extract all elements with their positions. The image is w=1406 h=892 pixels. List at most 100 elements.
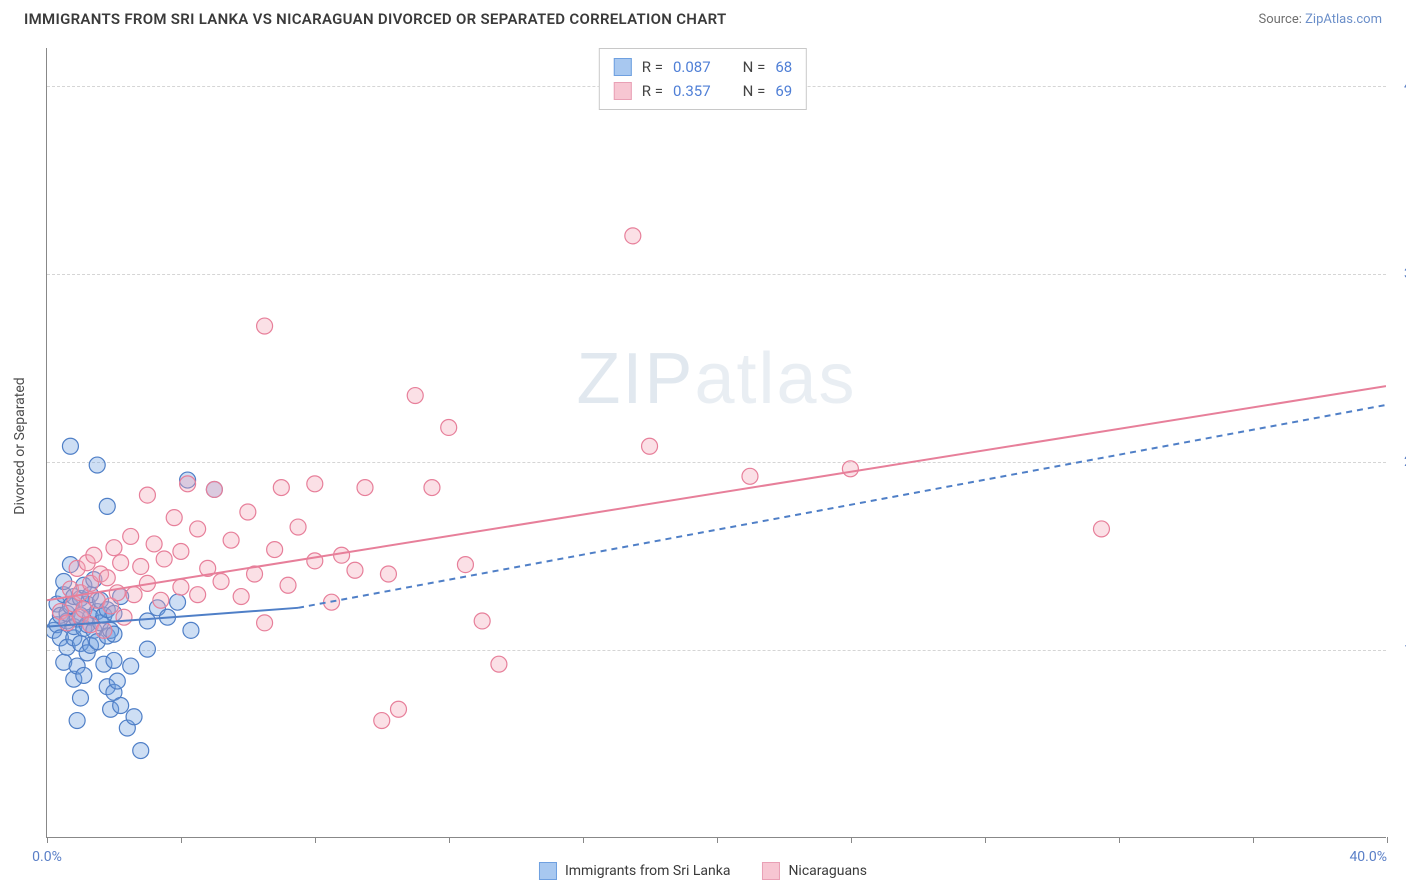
- data-point: [307, 476, 323, 492]
- data-point: [123, 658, 139, 674]
- source-prefix: Source:: [1258, 12, 1305, 27]
- data-point: [173, 579, 189, 595]
- data-point: [76, 602, 92, 618]
- data-point: [390, 701, 406, 717]
- data-point: [72, 690, 88, 706]
- data-point: [380, 566, 396, 582]
- data-point: [273, 480, 289, 496]
- data-point: [126, 709, 142, 725]
- data-point: [206, 481, 222, 497]
- n-value: 68: [775, 55, 792, 79]
- data-point: [1093, 521, 1109, 537]
- title-bar: IMMIGRANTS FROM SRI LANKA VS NICARAGUAN …: [0, 0, 1406, 34]
- data-point: [99, 498, 115, 514]
- data-point: [99, 570, 115, 586]
- data-point: [166, 510, 182, 526]
- bottom-legend: Immigrants from Sri Lanka Nicaraguans: [539, 862, 867, 880]
- data-point: [156, 551, 172, 567]
- data-point: [357, 480, 373, 496]
- n-label: N =: [743, 79, 766, 103]
- data-point: [106, 652, 122, 668]
- data-point: [62, 438, 78, 454]
- data-point: [109, 673, 125, 689]
- y-axis-label: Divorced or Separated: [12, 377, 28, 514]
- data-point: [69, 713, 85, 729]
- source-link[interactable]: ZipAtlas.com: [1305, 12, 1382, 27]
- x-tick-mark: [181, 837, 182, 843]
- data-point: [424, 480, 440, 496]
- data-point: [233, 589, 249, 605]
- r-label: R =: [642, 79, 663, 103]
- data-point: [126, 587, 142, 603]
- r-label: R =: [642, 55, 663, 79]
- data-point: [842, 461, 858, 477]
- data-point: [116, 609, 132, 625]
- data-point: [642, 438, 658, 454]
- n-value: 69: [775, 79, 792, 103]
- scatter-svg: [47, 48, 1386, 837]
- data-point: [173, 543, 189, 559]
- legend-item: Nicaraguans: [762, 862, 867, 880]
- legend-item: Immigrants from Sri Lanka: [539, 862, 730, 880]
- r-value: 0.087: [673, 55, 711, 79]
- data-point: [183, 622, 199, 638]
- data-point: [113, 555, 129, 571]
- y-tick-label: 40.0%: [1392, 78, 1406, 94]
- legend-swatch: [614, 82, 632, 100]
- x-tick-mark: [1119, 837, 1120, 843]
- stats-row: R = 0.087 N = 68: [614, 55, 792, 79]
- x-tick-mark: [985, 837, 986, 843]
- x-tick-label: 0.0%: [32, 849, 62, 865]
- data-point: [76, 667, 92, 683]
- data-point: [290, 519, 306, 535]
- y-tick-label: 10.0%: [1392, 642, 1406, 658]
- data-point: [96, 622, 112, 638]
- source-attribution: Source: ZipAtlas.com: [1258, 12, 1382, 27]
- legend-swatch: [539, 862, 557, 880]
- data-point: [213, 574, 229, 590]
- data-point: [334, 547, 350, 563]
- data-point: [153, 592, 169, 608]
- data-point: [190, 521, 206, 537]
- x-tick-mark: [851, 837, 852, 843]
- data-point: [374, 713, 390, 729]
- x-tick-mark: [583, 837, 584, 843]
- data-point: [240, 504, 256, 520]
- data-point: [89, 457, 105, 473]
- legend-swatch: [614, 58, 632, 76]
- data-point: [347, 562, 363, 578]
- n-label: N =: [743, 55, 766, 79]
- data-point: [113, 698, 129, 714]
- data-point: [139, 487, 155, 503]
- data-point: [180, 476, 196, 492]
- y-tick-label: 20.0%: [1392, 454, 1406, 470]
- x-tick-mark: [449, 837, 450, 843]
- trend-line: [47, 386, 1386, 600]
- legend-swatch: [762, 862, 780, 880]
- data-point: [190, 587, 206, 603]
- data-point: [257, 615, 273, 631]
- data-point: [170, 594, 186, 610]
- x-tick-mark: [315, 837, 316, 843]
- data-point: [441, 419, 457, 435]
- chart-title: IMMIGRANTS FROM SRI LANKA VS NICARAGUAN …: [24, 10, 727, 28]
- x-tick-label: 40.0%: [1349, 849, 1387, 865]
- data-point: [491, 656, 507, 672]
- data-point: [133, 558, 149, 574]
- data-point: [267, 542, 283, 558]
- data-point: [474, 613, 490, 629]
- x-tick-mark: [1253, 837, 1254, 843]
- trend-line: [298, 405, 1386, 608]
- x-tick-mark: [47, 837, 48, 843]
- data-point: [457, 557, 473, 573]
- data-point: [106, 540, 122, 556]
- legend-label: Nicaraguans: [788, 863, 867, 879]
- data-point: [139, 613, 155, 629]
- y-tick-label: 30.0%: [1392, 266, 1406, 282]
- x-tick-mark: [717, 837, 718, 843]
- r-value: 0.357: [673, 79, 711, 103]
- data-point: [123, 528, 139, 544]
- data-point: [223, 532, 239, 548]
- data-point: [280, 577, 296, 593]
- stats-row: R = 0.357 N = 69: [614, 79, 792, 103]
